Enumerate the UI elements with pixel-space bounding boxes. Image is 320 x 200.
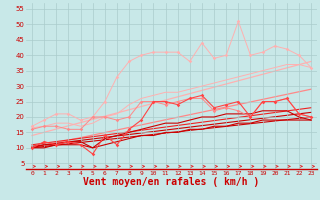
X-axis label: Vent moyen/en rafales ( km/h ): Vent moyen/en rafales ( km/h ) <box>84 177 260 187</box>
